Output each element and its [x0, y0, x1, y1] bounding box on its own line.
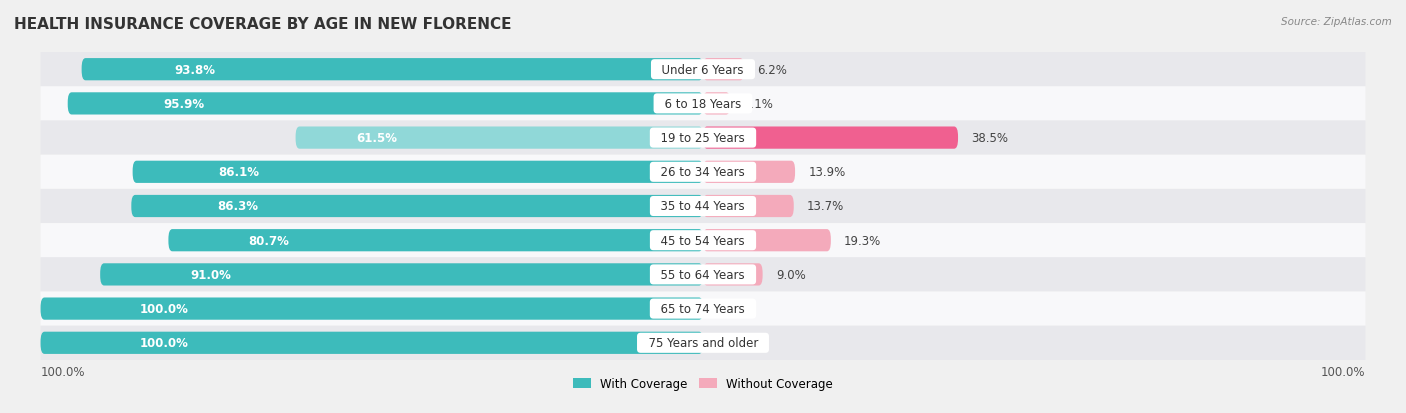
Text: 100.0%: 100.0%: [1322, 365, 1365, 378]
Text: 86.3%: 86.3%: [217, 200, 259, 213]
FancyBboxPatch shape: [41, 326, 1365, 360]
Text: 13.9%: 13.9%: [808, 166, 845, 179]
Text: 100.0%: 100.0%: [141, 337, 188, 349]
FancyBboxPatch shape: [41, 87, 1365, 121]
Text: Source: ZipAtlas.com: Source: ZipAtlas.com: [1281, 17, 1392, 26]
FancyBboxPatch shape: [703, 230, 831, 252]
FancyBboxPatch shape: [41, 53, 1365, 87]
Text: 0.0%: 0.0%: [716, 337, 745, 349]
FancyBboxPatch shape: [703, 93, 730, 115]
Text: 13.7%: 13.7%: [807, 200, 844, 213]
Text: 35 to 44 Years: 35 to 44 Years: [654, 200, 752, 213]
Text: 0.0%: 0.0%: [716, 302, 745, 316]
Text: HEALTH INSURANCE COVERAGE BY AGE IN NEW FLORENCE: HEALTH INSURANCE COVERAGE BY AGE IN NEW …: [14, 17, 512, 31]
Text: 38.5%: 38.5%: [972, 132, 1008, 145]
FancyBboxPatch shape: [703, 59, 744, 81]
Text: 45 to 54 Years: 45 to 54 Years: [654, 234, 752, 247]
FancyBboxPatch shape: [41, 292, 1365, 326]
Text: 86.1%: 86.1%: [218, 166, 259, 179]
FancyBboxPatch shape: [132, 161, 703, 183]
Text: 65 to 74 Years: 65 to 74 Years: [654, 302, 752, 316]
FancyBboxPatch shape: [41, 332, 703, 354]
FancyBboxPatch shape: [41, 190, 1365, 223]
Text: 100.0%: 100.0%: [41, 365, 84, 378]
FancyBboxPatch shape: [703, 161, 794, 183]
Text: 95.9%: 95.9%: [163, 97, 204, 111]
Text: 61.5%: 61.5%: [357, 132, 398, 145]
FancyBboxPatch shape: [703, 127, 957, 150]
FancyBboxPatch shape: [295, 127, 703, 150]
Text: 19.3%: 19.3%: [844, 234, 882, 247]
FancyBboxPatch shape: [41, 121, 1365, 155]
Text: 6.2%: 6.2%: [758, 64, 787, 76]
FancyBboxPatch shape: [41, 223, 1365, 258]
FancyBboxPatch shape: [41, 155, 1365, 190]
Legend: With Coverage, Without Coverage: With Coverage, Without Coverage: [568, 373, 838, 395]
FancyBboxPatch shape: [169, 230, 703, 252]
Text: 55 to 64 Years: 55 to 64 Years: [654, 268, 752, 281]
Text: 93.8%: 93.8%: [174, 64, 217, 76]
Text: 91.0%: 91.0%: [191, 268, 232, 281]
Text: 4.1%: 4.1%: [744, 97, 773, 111]
FancyBboxPatch shape: [703, 195, 794, 218]
Text: 26 to 34 Years: 26 to 34 Years: [654, 166, 752, 179]
FancyBboxPatch shape: [67, 93, 703, 115]
FancyBboxPatch shape: [41, 258, 1365, 292]
FancyBboxPatch shape: [703, 263, 762, 286]
Text: 19 to 25 Years: 19 to 25 Years: [654, 132, 752, 145]
FancyBboxPatch shape: [131, 195, 703, 218]
Text: 75 Years and older: 75 Years and older: [641, 337, 765, 349]
Text: Under 6 Years: Under 6 Years: [655, 64, 751, 76]
FancyBboxPatch shape: [41, 298, 703, 320]
FancyBboxPatch shape: [82, 59, 703, 81]
Text: 80.7%: 80.7%: [249, 234, 290, 247]
Text: 100.0%: 100.0%: [141, 302, 188, 316]
FancyBboxPatch shape: [100, 263, 703, 286]
Text: 6 to 18 Years: 6 to 18 Years: [657, 97, 749, 111]
Text: 9.0%: 9.0%: [776, 268, 806, 281]
